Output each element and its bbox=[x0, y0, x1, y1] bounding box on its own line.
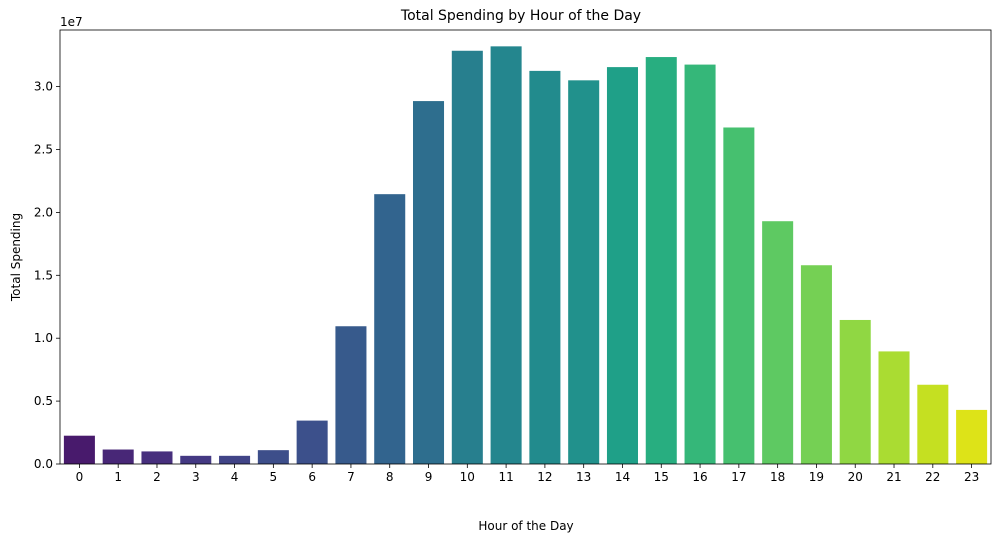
bar-hour-5 bbox=[257, 450, 289, 464]
x-tick-label: 14 bbox=[615, 470, 630, 484]
y-tick-label: 2.0 bbox=[34, 205, 53, 219]
bar-hour-17 bbox=[723, 127, 755, 465]
x-tick-label: 22 bbox=[925, 470, 940, 484]
bars-group bbox=[63, 46, 988, 465]
x-tick-label: 18 bbox=[770, 470, 785, 484]
y-tick-label: 1.0 bbox=[34, 331, 53, 345]
x-tick-label: 6 bbox=[308, 470, 316, 484]
x-tick-label: 20 bbox=[848, 470, 863, 484]
bar-hour-18 bbox=[762, 221, 794, 464]
x-tick-label: 3 bbox=[192, 470, 200, 484]
x-tick-label: 9 bbox=[425, 470, 433, 484]
x-axis-label: Hour of the Day bbox=[478, 519, 573, 533]
x-tick-label: 13 bbox=[576, 470, 591, 484]
x-tick-label: 17 bbox=[731, 470, 746, 484]
bar-hour-10 bbox=[451, 50, 483, 464]
bar-hour-16 bbox=[684, 64, 716, 464]
x-tick-label: 1 bbox=[114, 470, 122, 484]
x-tick-label: 10 bbox=[460, 470, 475, 484]
bar-hour-19 bbox=[800, 265, 832, 464]
y-axis-label: Total Spending bbox=[9, 213, 23, 302]
x-tick-label: 23 bbox=[964, 470, 979, 484]
bar-hour-8 bbox=[374, 194, 406, 465]
x-tick-label: 2 bbox=[153, 470, 161, 484]
y-tick-label: 1.5 bbox=[34, 268, 53, 282]
bar-hour-20 bbox=[839, 319, 871, 464]
bar-hour-14 bbox=[606, 67, 638, 465]
bar-hour-15 bbox=[645, 57, 677, 465]
bar-hour-7 bbox=[335, 326, 367, 464]
x-tick-label: 7 bbox=[347, 470, 355, 484]
x-tick-label: 12 bbox=[537, 470, 552, 484]
bar-hour-6 bbox=[296, 420, 328, 464]
y-tick-label: 2.5 bbox=[34, 143, 53, 157]
bar-hour-12 bbox=[529, 70, 561, 464]
bar-hour-1 bbox=[102, 449, 134, 464]
x-tick-label: 16 bbox=[692, 470, 707, 484]
x-tick-label: 21 bbox=[886, 470, 901, 484]
x-tick-label: 5 bbox=[270, 470, 278, 484]
bar-hour-22 bbox=[917, 384, 949, 464]
x-tick-label: 15 bbox=[654, 470, 669, 484]
y-axis-ticks: 0.0 0.5 1.0 1.5 2.0 2.5 3.0 bbox=[34, 80, 60, 471]
bar-hour-0 bbox=[63, 435, 95, 464]
y-tick-label: 3.0 bbox=[34, 80, 53, 94]
bar-hour-13 bbox=[568, 80, 600, 464]
bar-hour-21 bbox=[878, 351, 910, 464]
chart-title: Total Spending by Hour of the Day bbox=[400, 8, 641, 24]
bar-hour-4 bbox=[219, 455, 251, 464]
x-tick-label: 11 bbox=[498, 470, 513, 484]
x-tick-label: 4 bbox=[231, 470, 239, 484]
y-tick-label: 0.0 bbox=[34, 457, 53, 471]
bar-hour-23 bbox=[956, 409, 988, 464]
x-tick-label: 8 bbox=[386, 470, 394, 484]
bar-hour-2 bbox=[141, 451, 173, 464]
x-tick-label: 0 bbox=[76, 470, 84, 484]
plot-frame bbox=[59, 29, 992, 465]
bar-hour-3 bbox=[180, 455, 212, 464]
bar-hour-9 bbox=[413, 101, 445, 464]
y-offset-label: 1e7 bbox=[60, 15, 83, 29]
x-axis-ticks: 0 1 2 3 4 5 6 7 8 9 10 11 12 13 14 15 16 17 18 19 20 21 22 23 bbox=[76, 464, 979, 484]
bar-hour-11 bbox=[490, 46, 522, 464]
y-tick-label: 0.5 bbox=[34, 394, 53, 408]
x-tick-label: 19 bbox=[809, 470, 824, 484]
